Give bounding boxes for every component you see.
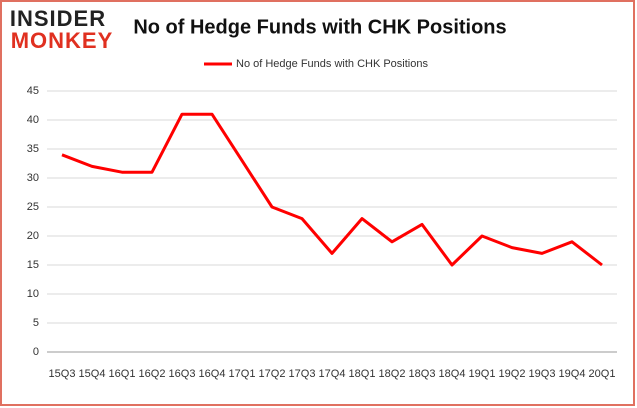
x-tick-label: 19Q1 [469, 368, 496, 380]
y-tick-label: 30 [27, 172, 39, 184]
y-tick-label: 0 [33, 346, 39, 358]
x-tick-label: 16Q4 [199, 368, 226, 380]
y-tick-label: 45 [27, 85, 39, 97]
x-tick-label: 16Q1 [109, 368, 136, 380]
legend-label: No of Hedge Funds with CHK Positions [236, 58, 428, 70]
y-tick-label: 15 [27, 259, 39, 271]
x-tick-label: 15Q3 [49, 368, 76, 380]
y-tick-label: 25 [27, 201, 39, 213]
x-tick-label: 19Q2 [499, 368, 526, 380]
x-tick-label: 16Q2 [139, 368, 166, 380]
x-tick-label: 17Q4 [319, 368, 346, 380]
y-tick-label: 20 [27, 230, 39, 242]
x-tick-label: 20Q1 [589, 368, 616, 380]
x-tick-label: 18Q3 [409, 368, 436, 380]
x-tick-label: 17Q2 [259, 368, 286, 380]
x-tick-label: 16Q3 [169, 368, 196, 380]
x-tick-label: 19Q3 [529, 368, 556, 380]
chart-title: No of Hedge Funds with CHK Positions [133, 16, 506, 38]
y-tick-label: 40 [27, 114, 39, 126]
x-tick-label: 17Q1 [229, 368, 256, 380]
x-tick-label: 19Q4 [559, 368, 586, 380]
y-tick-label: 5 [33, 317, 39, 329]
x-tick-label: 17Q3 [289, 368, 316, 380]
x-tick-label: 18Q4 [439, 368, 466, 380]
data-line [61, 112, 603, 267]
y-tick-label: 35 [27, 143, 39, 155]
y-tick-label: 10 [27, 288, 39, 300]
x-tick-label: 18Q1 [349, 368, 376, 380]
logo-bottom: MONKEY [11, 28, 114, 53]
x-tick-label: 18Q2 [379, 368, 406, 380]
logo-top: INSIDER [10, 6, 106, 31]
x-tick-label: 15Q4 [79, 368, 106, 380]
